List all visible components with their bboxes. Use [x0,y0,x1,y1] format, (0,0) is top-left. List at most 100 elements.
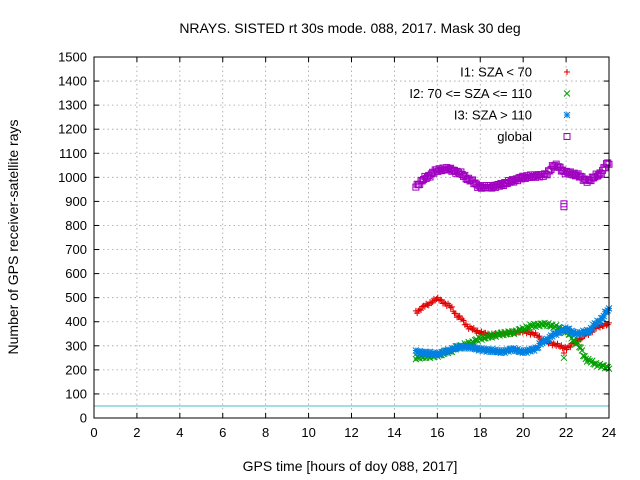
series-0-point [456,312,463,319]
series-0-point [567,344,574,351]
y-tick-label: 1000 [58,170,87,185]
series-1-point [524,324,532,332]
series-0-point [418,307,425,314]
y-tick-label: 900 [65,194,87,209]
series-2-point [534,344,542,351]
y-tick-label: 500 [65,290,87,305]
y-tick-label: 0 [80,411,87,426]
series-0-point [532,329,539,336]
y-tick-label: 600 [65,266,87,281]
series-2-point [451,345,458,353]
x-tick-label: 12 [344,425,358,440]
series-2-point [443,348,451,356]
y-tick-label: 1200 [58,122,87,137]
series-0-point [424,301,431,308]
y-tick-label: 200 [65,362,87,377]
series-2-point [456,342,464,350]
legend-marker [564,69,570,75]
series-0-point [428,300,435,307]
series-1-point [578,347,586,354]
y-tick-label: 1500 [58,50,87,65]
grid-lines [94,57,609,418]
x-tick-label: 6 [219,425,226,440]
series-2-point [478,344,485,352]
y-tick-label: 300 [65,338,87,353]
x-tick-label: 0 [90,425,97,440]
series-3-point [604,159,612,167]
series-2-point [518,346,525,354]
series-0-point [436,297,443,304]
series-0-point [437,296,444,303]
x-tick-label: 22 [559,425,573,440]
series-2 [412,305,613,359]
legend-label: global [497,129,532,144]
x-tick-label: 14 [387,425,401,440]
series-2-point [496,346,503,354]
series-0-point [452,310,459,317]
x-tick-label: 10 [301,425,315,440]
series-2-point [596,318,604,326]
series-2-point [574,331,582,339]
series-0-point [416,306,423,313]
series-2-point [586,326,594,334]
series-2-point [585,329,592,336]
series-2-point [569,328,577,336]
series-2-point [458,343,466,351]
y-tick-label: 400 [65,314,87,329]
series-0-point [530,330,537,337]
series-2-point [545,336,552,344]
series-0-point [447,304,454,311]
x-tick-labels: 0 2 4 6 8 10 12 14 16 18 20 22 24 [90,425,616,440]
series-0-point [562,343,569,350]
y-tick-label: 1100 [59,146,87,161]
series-3-point [560,203,568,211]
series-1-point [574,339,582,347]
x-tick-label: 18 [473,425,487,440]
y-tick-label: 800 [65,218,87,233]
series-2-point [483,348,491,355]
series-0-point [603,322,610,329]
y-tick-label: 100 [65,386,87,401]
x-tick-label: 16 [430,425,444,440]
chart-title: NRAYS. SISTED rt 30s mode. 088, 2017. Ma… [179,20,520,36]
series-2-point [600,312,608,320]
series-1-point [569,337,577,344]
legend-marker [563,111,571,119]
legend-label: I1: SZA < 70 [460,65,532,80]
axis-ticks [93,56,610,419]
series-0-point [600,322,607,329]
series-2-point [556,329,564,337]
legend: I1: SZA < 70 I2: 70 <= SZA <= 110 I3: SZA … [409,65,571,144]
series-0-point [470,324,477,331]
series-0-point [448,303,455,310]
y-tick-labels: 0 100 200 300 400 500 600 700 800 900 1000 1100 1200… [58,50,87,426]
series-1-point [560,354,568,362]
legend-marker [563,90,571,97]
x-tick-label: 20 [516,425,530,440]
x-tick-label: 4 [176,425,183,440]
series-2-point [429,351,436,358]
series-0-point [560,350,567,357]
x-tick-label: 24 [602,425,616,440]
series-2-point [588,325,596,333]
series-2-point [578,330,586,337]
series-2-point [512,347,520,355]
y-tick-label: 700 [65,242,87,257]
legend-label: I2: 70 <= SZA <= 110 [409,86,532,101]
series-0-point [429,298,436,305]
series-2-point [412,347,420,354]
series-0-point [596,324,603,331]
series-2-point [421,350,429,358]
series-2-point [452,342,460,350]
series-2-point [447,347,454,355]
series-0-point [472,328,479,335]
series-2-point [487,348,494,356]
series-2-point [465,345,473,352]
legend-label: I3: SZA > 110 [454,108,532,123]
y-tick-label: 1400 [58,74,87,89]
x-tick-label: 8 [262,425,269,440]
series-0-point [441,299,448,306]
series-0-point [536,333,543,340]
series-2-point [539,336,547,344]
